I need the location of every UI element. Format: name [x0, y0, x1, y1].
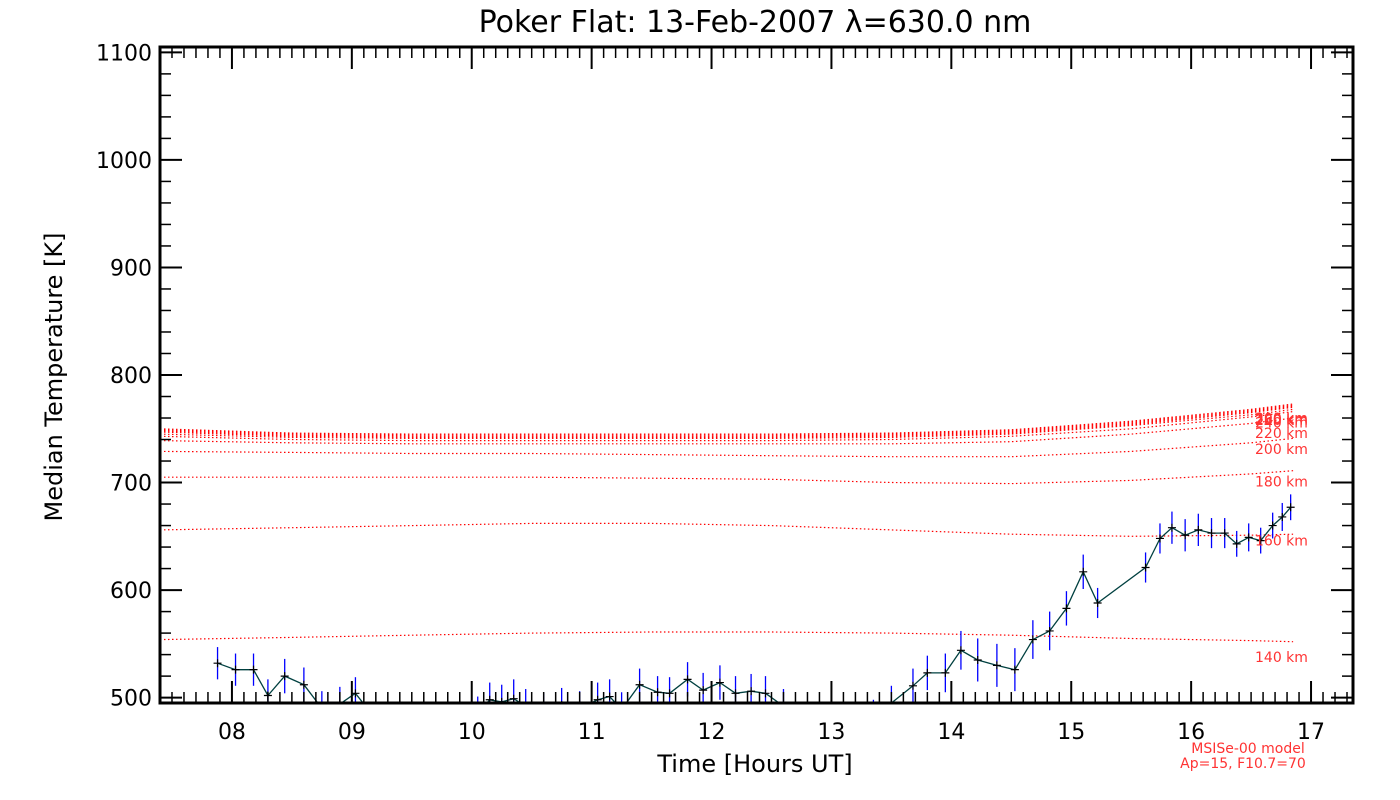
data-point	[213, 659, 222, 668]
data-point	[280, 672, 289, 681]
chart-title: Poker Flat: 13-Feb-2007 λ=630.0 nm	[479, 5, 1032, 40]
x-tick-label: 12	[698, 720, 726, 745]
x-tick-label: 17	[1297, 720, 1325, 745]
x-tick-label: 11	[578, 720, 606, 745]
data-point	[1256, 536, 1265, 545]
data-point	[1045, 626, 1054, 635]
data-point	[1244, 533, 1253, 542]
data-point	[1220, 529, 1229, 538]
plot-frame	[158, 45, 1355, 705]
data-point	[715, 678, 724, 687]
data-point	[973, 655, 982, 664]
data-point	[747, 687, 756, 696]
x-tick-label: 09	[338, 720, 366, 745]
y-tick-label: 1000	[96, 149, 152, 174]
data-point	[1167, 523, 1176, 532]
y-axis-label: Median Temperature [K]	[40, 232, 68, 521]
y-tick-label: 500	[110, 687, 152, 712]
data-point	[1028, 635, 1037, 644]
data-point	[249, 665, 258, 674]
data-point	[1010, 665, 1019, 674]
data-point	[231, 665, 240, 674]
model-altitude-label: 280 km	[1255, 412, 1308, 428]
model-altitude-label: 260 km	[1255, 413, 1308, 429]
model-altitude-label: 220 km	[1255, 426, 1308, 442]
data-point	[908, 681, 917, 690]
x-tick-label: 14	[937, 720, 965, 745]
data-point	[605, 692, 614, 701]
data-point	[1181, 531, 1190, 540]
model-altitude-label: 140 km	[1255, 650, 1308, 666]
data-point	[1278, 512, 1287, 521]
data-point	[683, 675, 692, 684]
data-point	[956, 646, 965, 655]
data-point	[653, 688, 662, 697]
data-point	[941, 668, 950, 677]
axes	[159, 47, 1353, 703]
y-tick-label: 700	[110, 472, 152, 497]
data-point	[1155, 534, 1164, 543]
x-axis-label: Time [Hours UT]	[656, 750, 852, 778]
x-tick-label: 08	[218, 720, 246, 745]
data-point	[509, 694, 518, 703]
data-point	[1079, 567, 1088, 576]
data-point	[1093, 598, 1102, 607]
data-series	[213, 503, 1295, 703]
data-point	[665, 689, 674, 698]
model-label-line2: Ap=15, F10.7=70	[1180, 756, 1306, 772]
data-point	[299, 680, 308, 689]
data-point	[1286, 503, 1295, 512]
x-tick-label: 10	[458, 720, 486, 745]
data-point	[635, 680, 644, 689]
data-point	[992, 661, 1001, 670]
data-point	[699, 686, 708, 695]
x-tick-label: 16	[1177, 720, 1205, 745]
model-altitude-label: 180 km	[1255, 474, 1308, 490]
y-tick-label: 600	[110, 579, 152, 604]
data-point	[1268, 521, 1277, 530]
data-point	[923, 668, 932, 677]
data-point	[1232, 539, 1241, 548]
model-altitude-label: 300 km	[1255, 411, 1308, 427]
model-altitude-label: 240 km	[1255, 415, 1308, 431]
x-tick-label: 13	[817, 720, 845, 745]
y-tick-label: 900	[110, 256, 152, 281]
data-point	[1141, 563, 1150, 572]
data-point	[1062, 604, 1071, 613]
data-point	[761, 689, 770, 698]
data-point	[1207, 529, 1216, 538]
model-altitude-label: 200 km	[1255, 442, 1308, 458]
y-tick-label: 800	[110, 364, 152, 389]
y-tick-label: 1100	[96, 41, 152, 66]
model-label-line1: MSISe-00 model	[1191, 741, 1305, 757]
model-altitude-label: 160 km	[1255, 534, 1308, 550]
x-tick-label: 15	[1057, 720, 1085, 745]
data-point	[1194, 525, 1203, 534]
